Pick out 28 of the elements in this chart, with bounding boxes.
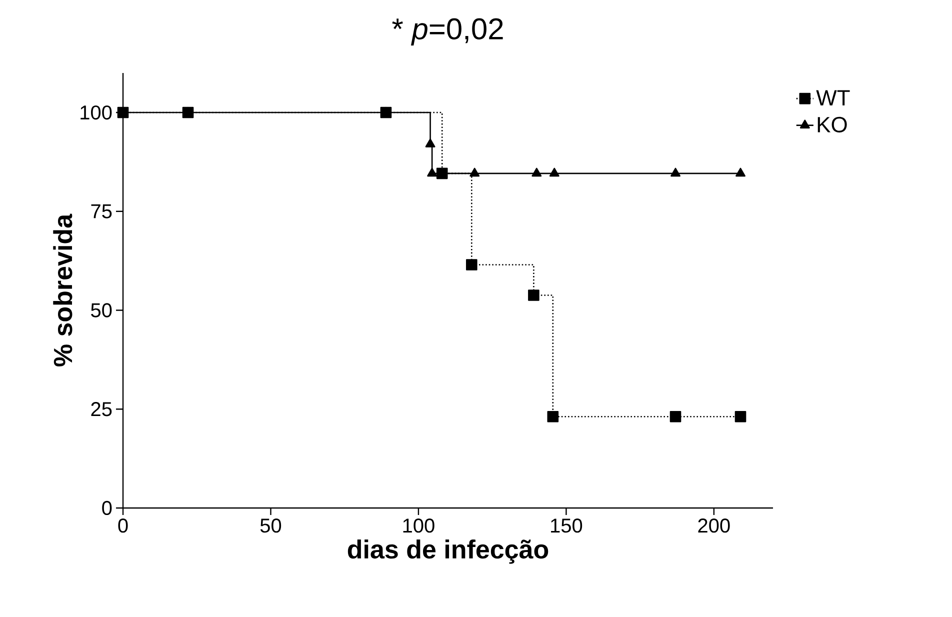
x-tick-label: 200: [698, 518, 730, 533]
legend-label: WT: [816, 90, 850, 106]
x-tick-label: 50: [260, 518, 282, 533]
y-tick-label: 75: [91, 204, 112, 218]
point: [466, 259, 478, 270]
y-tick-label: 100: [80, 105, 112, 120]
point: [470, 168, 480, 177]
point: [547, 410, 559, 422]
y-axis-title: % sobrevida: [53, 214, 72, 366]
y-tick-label: 25: [91, 402, 112, 416]
point: [734, 410, 746, 422]
point: [532, 168, 542, 177]
chart-title: *p=0,02: [392, 18, 503, 46]
legend-label: KO: [818, 116, 847, 132]
point: [436, 168, 448, 180]
y-tick-label: 50: [91, 303, 112, 318]
point: [549, 168, 560, 177]
point: [670, 410, 682, 422]
point: [528, 290, 540, 301]
x-axis-title: dias de infecção: [348, 540, 548, 564]
point: [427, 168, 438, 177]
x-tick-label: 150: [551, 518, 582, 533]
point: [736, 168, 746, 177]
y-tick-label: 0: [102, 500, 112, 516]
x-tick-label: 100: [403, 518, 434, 533]
point: [425, 138, 436, 148]
point: [670, 168, 680, 177]
x-tick-label: 0: [118, 518, 128, 533]
